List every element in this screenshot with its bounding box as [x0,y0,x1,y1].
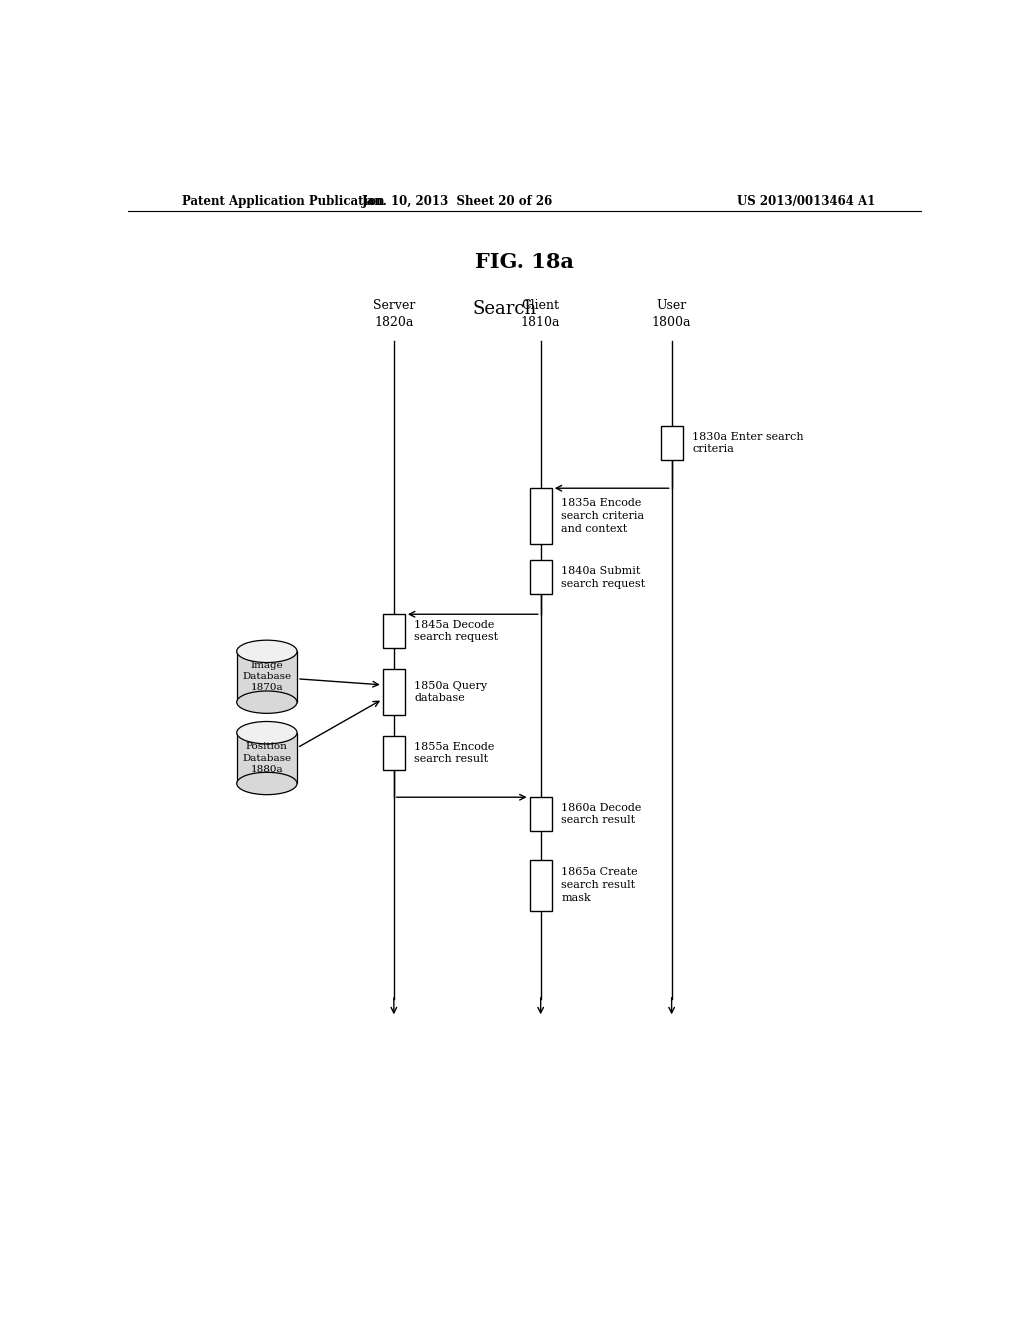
Bar [383,614,404,648]
Text: 1840a Submit
search request: 1840a Submit search request [561,566,645,589]
Text: 1835a Encode
search criteria
and context: 1835a Encode search criteria and context [561,499,644,535]
Text: Search: Search [473,300,537,318]
Bar [529,488,552,544]
Ellipse shape [237,690,297,713]
Text: US 2013/0013464 A1: US 2013/0013464 A1 [737,194,876,207]
Text: 1830a Enter search
criteria: 1830a Enter search criteria [692,432,804,454]
Bar [237,651,297,702]
Bar [529,859,552,911]
Bar [383,737,404,770]
Text: 1860a Decode
search result: 1860a Decode search result [561,803,642,825]
Bar [660,426,683,459]
Bar [237,733,297,784]
Text: 1865a Create
search result
mask: 1865a Create search result mask [561,867,638,903]
Text: Patent Application Publication: Patent Application Publication [182,194,384,207]
Ellipse shape [237,640,297,663]
Text: 1850a Query
database: 1850a Query database [415,681,487,704]
Bar [529,561,552,594]
Text: 1845a Decode
search request: 1845a Decode search request [415,619,499,643]
Bar [383,669,404,715]
Text: FIG. 18a: FIG. 18a [475,252,574,272]
Text: Client
1810a: Client 1810a [521,300,560,329]
Text: Image
Database
1870a: Image Database 1870a [243,661,292,693]
Text: Position
Database
1880a: Position Database 1880a [243,742,292,774]
Bar [529,797,552,830]
Text: Server
1820a: Server 1820a [373,300,415,329]
Text: Jan. 10, 2013  Sheet 20 of 26: Jan. 10, 2013 Sheet 20 of 26 [361,194,553,207]
Ellipse shape [237,722,297,744]
Ellipse shape [237,772,297,795]
Text: User
1800a: User 1800a [652,300,691,329]
Text: 1855a Encode
search result: 1855a Encode search result [415,742,495,764]
